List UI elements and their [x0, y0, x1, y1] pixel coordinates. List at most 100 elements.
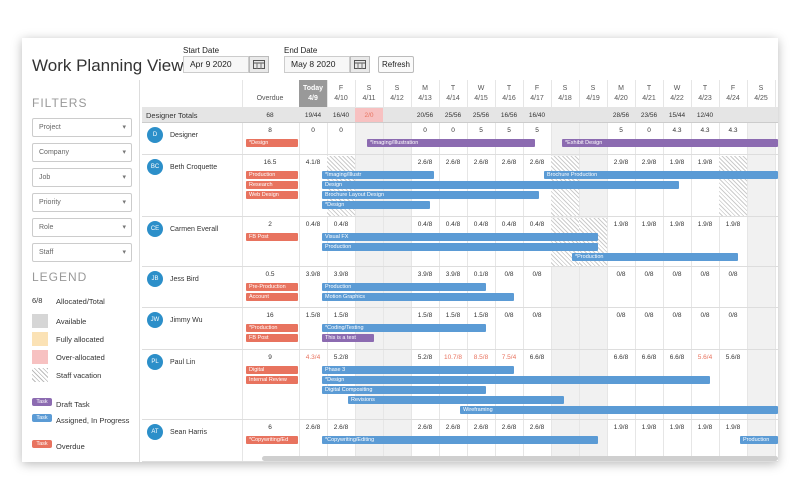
task-bar[interactable]: Digital	[246, 366, 298, 374]
task-bar[interactable]: *Design	[322, 201, 430, 209]
task-bar[interactable]: *Imaging/Illustration	[367, 139, 535, 147]
day-letter: S	[562, 85, 568, 92]
grid-line	[747, 80, 748, 462]
filter-company[interactable]: Company ▾	[32, 143, 132, 162]
filter-staff[interactable]: Staff ▾	[32, 243, 132, 262]
task-bar[interactable]: *Copywriting/Editing	[322, 436, 598, 444]
allocation-cell: 6.6/8	[669, 354, 685, 361]
task-bar[interactable]: FB Post	[246, 233, 298, 241]
horizontal-scrollbar[interactable]	[262, 456, 778, 461]
task-bar[interactable]: Production	[322, 243, 598, 251]
task-bar[interactable]: Production	[740, 436, 778, 444]
task-bar[interactable]: This is a test	[322, 334, 374, 342]
task-badge-draft: Task	[32, 398, 52, 406]
task-bar[interactable]: Brochure Production	[544, 171, 778, 179]
start-date-input[interactable]: Apr 9 2020	[183, 56, 249, 73]
task-bar[interactable]: *Exhibit Design	[562, 139, 778, 147]
task-bar[interactable]: *Design	[246, 139, 298, 147]
person-name[interactable]: Designer	[170, 132, 199, 139]
day-header-4-25[interactable]: S 4/25	[747, 80, 775, 107]
person-name[interactable]: Carmen Everall	[170, 226, 219, 233]
end-date-input[interactable]: May 8 2020	[284, 56, 350, 73]
day-header-4-15[interactable]: W 4/15	[467, 80, 495, 107]
filter-project[interactable]: Project ▾	[32, 118, 132, 137]
day-header-4-23[interactable]: T 4/23	[691, 80, 719, 107]
filter-role[interactable]: Role ▾	[32, 218, 132, 237]
person-name[interactable]: Jimmy Wu	[170, 317, 203, 324]
day-header-4-16[interactable]: T 4/16	[495, 80, 523, 107]
end-calendar-button[interactable]	[350, 56, 370, 73]
day-header-4-19[interactable]: S 4/19	[579, 80, 607, 107]
task-bar[interactable]: Pre-Production	[246, 283, 298, 291]
day-letter: F	[534, 85, 540, 92]
task-bar[interactable]: *Copywriting/Ed	[246, 436, 298, 444]
allocation-cell: 10.7/8	[443, 354, 463, 361]
filter-label: Staff	[39, 249, 54, 256]
avatar: JW	[147, 312, 163, 328]
allocation-cell: 6.6/8	[641, 354, 657, 361]
allocation-cell: 8.5/8	[473, 354, 489, 361]
weekend-column	[579, 107, 607, 462]
task-bar[interactable]: Research	[246, 181, 298, 189]
person-name[interactable]: Paul Lin	[170, 359, 196, 366]
person-name[interactable]: Jess Bird	[170, 276, 199, 283]
day-header-4-18[interactable]: S 4/18	[551, 80, 579, 107]
task-bar[interactable]: Revisions	[348, 396, 564, 404]
task-bar[interactable]: FB Post	[246, 334, 298, 342]
person-row	[142, 155, 778, 217]
allocation-cell: 4.3/4	[305, 354, 321, 361]
filter-job[interactable]: Job ▾	[32, 168, 132, 187]
task-bar[interactable]: Phase 3	[322, 366, 514, 374]
allocation-cell: 5	[479, 127, 483, 134]
avatar: AT	[147, 424, 163, 440]
grid-line	[719, 80, 720, 462]
task-bar[interactable]: *Imaging/Illustr	[322, 171, 434, 179]
task-bar[interactable]: Wireframing	[460, 406, 778, 414]
task-bar[interactable]: Web Design	[246, 191, 298, 199]
day-header-4-20[interactable]: M 4/20	[607, 80, 635, 107]
task-bar[interactable]: Account	[246, 293, 298, 301]
person-name[interactable]: Sean Harris	[170, 429, 207, 436]
filter-label: Company	[39, 149, 69, 156]
day-header-4-13[interactable]: M 4/13	[411, 80, 439, 107]
task-bar[interactable]: *Coding/Testing	[322, 324, 486, 332]
day-header-4-11[interactable]: S 4/11	[355, 80, 383, 107]
task-bar[interactable]: Brochure Layout Design	[322, 191, 539, 199]
day-header-4-12[interactable]: S 4/12	[383, 80, 411, 107]
day-header-4-21[interactable]: T 4/21	[635, 80, 663, 107]
avatar: PL	[147, 354, 163, 370]
allocation-cell: 5.6/8	[725, 354, 741, 361]
start-calendar-button[interactable]	[249, 56, 269, 73]
allocation-cell: 2.6/8	[445, 424, 461, 431]
person-name[interactable]: Beth Croquette	[170, 164, 218, 171]
task-bar[interactable]: Visual FX	[322, 233, 598, 241]
filter-priority[interactable]: Priority ▾	[32, 193, 132, 212]
legend-available-swatch	[32, 314, 48, 328]
task-bar[interactable]: Production	[322, 283, 486, 291]
day-header-4-9[interactable]: Today 4/9	[299, 80, 327, 107]
allocation-cell: 0/8	[672, 312, 682, 319]
day-header-4-22[interactable]: W 4/22	[663, 80, 691, 107]
totals-label: Designer Totals	[146, 111, 198, 120]
task-bar[interactable]: *Design	[322, 376, 710, 384]
day-header-4-14[interactable]: T 4/14	[439, 80, 467, 107]
allocation-cell: 1.9/8	[697, 424, 713, 431]
totals-cell: 2/0	[364, 112, 374, 119]
allocation-cell: 4.3	[728, 127, 738, 134]
allocation-cell: 2.6/8	[473, 159, 489, 166]
day-header-4-24[interactable]: F 4/24	[719, 80, 747, 107]
task-bar[interactable]: *Production	[572, 253, 738, 261]
task-bar[interactable]: Internal Review	[246, 376, 298, 384]
task-bar[interactable]: Motion Graphics	[322, 293, 514, 301]
refresh-button[interactable]: Refresh	[378, 56, 414, 73]
task-bar[interactable]: Production	[246, 171, 298, 179]
allocation-cell: 0/8	[700, 312, 710, 319]
task-bar[interactable]: Digital Compositing	[322, 386, 486, 394]
day-header-4-10[interactable]: F 4/10	[327, 80, 355, 107]
task-bar[interactable]: Design	[322, 181, 679, 189]
allocation-cell: 4.1/8	[305, 159, 321, 166]
task-bar[interactable]: *Production	[246, 324, 298, 332]
allocation-cell: 5	[507, 127, 511, 134]
weekend-column	[747, 107, 775, 462]
day-header-4-17[interactable]: F 4/17	[523, 80, 551, 107]
